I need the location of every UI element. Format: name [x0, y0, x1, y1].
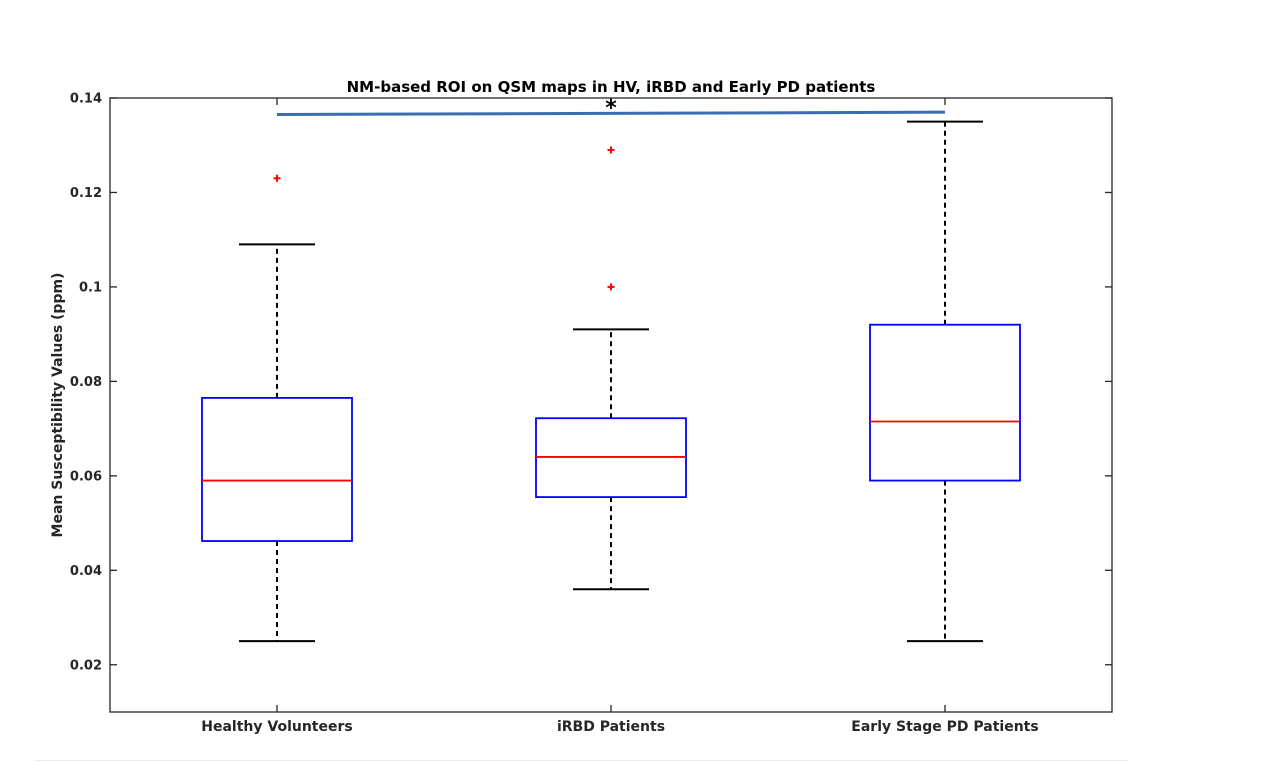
iqr-box: [869, 323, 1021, 482]
y-tick-label: 0.08: [70, 375, 102, 390]
significance-marker: *: [605, 96, 617, 121]
y-tick-label: 0.1: [79, 280, 102, 295]
y-axis-label: Mean Susceptibility Values (ppm): [50, 273, 66, 538]
iqr-box: [201, 397, 353, 542]
y-tick-label: 0.12: [70, 186, 102, 201]
x-tick-label: Healthy Volunteers: [201, 719, 352, 735]
box-1: [201, 174, 353, 643]
y-tick-label: 0.04: [70, 564, 102, 579]
x-tick-label: iRBD Patients: [557, 719, 665, 735]
x-tick-label: Early Stage PD Patients: [851, 719, 1038, 735]
chart-title: NM-based ROI on QSM maps in HV, iRBD and…: [347, 78, 876, 96]
box-2: [535, 146, 687, 591]
y-tick-label: 0.06: [70, 469, 102, 484]
footer-divider: [34, 760, 1129, 761]
box-3: [869, 120, 1021, 643]
y-axis-ticks: 0.02 0.04 0.06 0.08 0.1 0.12 0.14: [70, 92, 1112, 673]
outlier-point: [273, 174, 281, 182]
significance-line: [276, 110, 946, 117]
y-tick-label: 0.14: [70, 92, 102, 107]
box-series: [201, 120, 1021, 643]
significance-annotation: *: [276, 96, 946, 121]
outlier-point: [607, 283, 615, 291]
outlier-point: [607, 146, 615, 154]
x-axis-ticks: Healthy Volunteers iRBD Patients Early Sta…: [201, 98, 1039, 735]
y-tick-label: 0.02: [70, 658, 102, 673]
